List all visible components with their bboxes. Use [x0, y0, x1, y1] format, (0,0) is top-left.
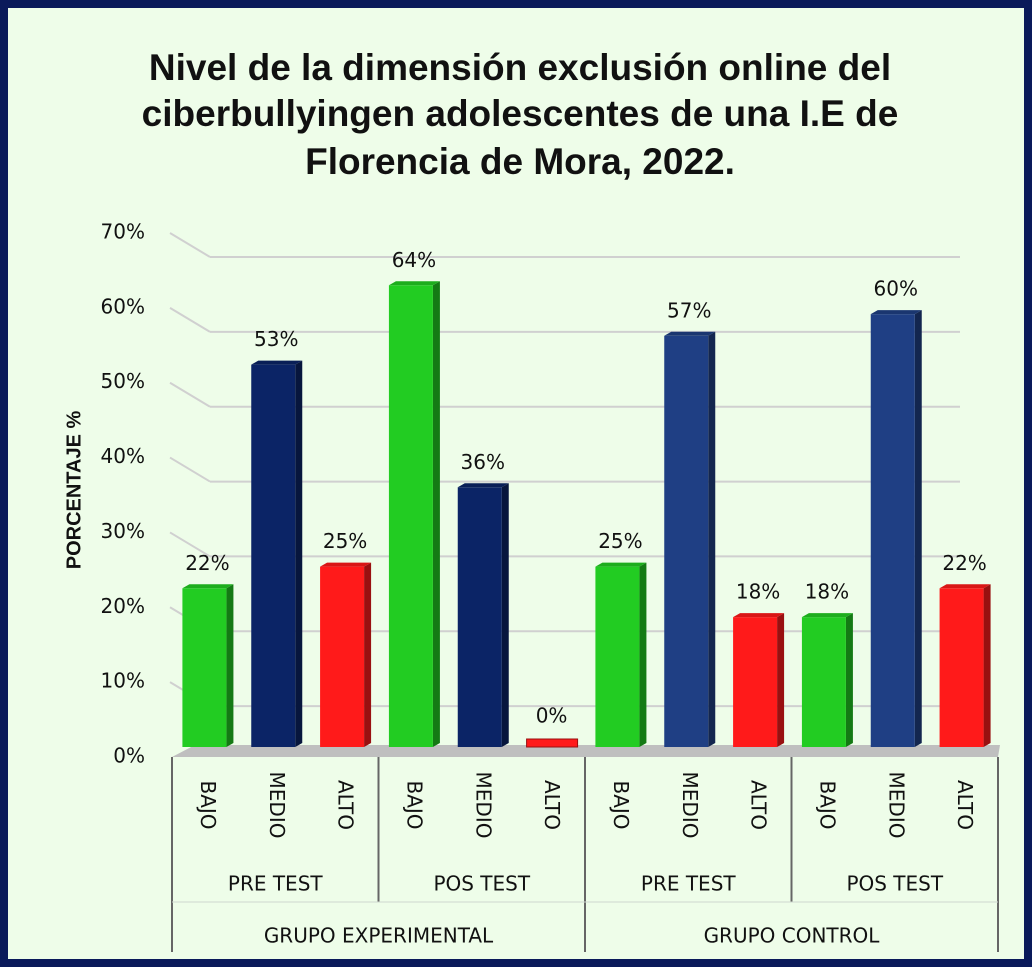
bar — [733, 617, 778, 747]
bar-top — [182, 584, 234, 589]
bar-side — [295, 360, 303, 747]
data-label: 0% — [536, 704, 568, 728]
bar-top — [733, 613, 785, 618]
bar-side — [983, 584, 991, 747]
bar — [526, 738, 579, 748]
x-tick-label: ALTO — [334, 780, 358, 830]
y-tick-label: 20% — [101, 594, 145, 618]
x-tick-label: BAJO — [402, 780, 426, 829]
bar — [182, 588, 227, 747]
x-tick-label: MEDIO — [471, 772, 495, 839]
grid-line — [169, 531, 211, 558]
grid-line — [169, 456, 211, 483]
bar — [939, 588, 984, 747]
bar — [801, 617, 846, 747]
data-label: 60% — [874, 277, 918, 301]
bar-top — [388, 281, 440, 286]
y-tick-label: 30% — [101, 519, 145, 543]
x-tick-label: ALTO — [747, 780, 771, 830]
bar-side — [639, 562, 647, 747]
chart-title: ciberbullyingen adolescentes de una I.E … — [142, 93, 899, 134]
data-label: 22% — [185, 551, 229, 575]
y-tick-label: 50% — [101, 369, 145, 393]
data-label: 25% — [323, 529, 367, 553]
bar-side — [432, 281, 440, 747]
group-label: GRUPO EXPERIMENTAL — [264, 924, 494, 948]
data-label: 18% — [736, 580, 780, 604]
bar-top — [801, 613, 853, 618]
x-tick-label: MEDIO — [678, 772, 702, 839]
data-label: 53% — [254, 327, 298, 351]
chart-title: Nivel de la dimensión exclusión online d… — [149, 47, 891, 88]
y-tick-label: 10% — [101, 669, 145, 693]
bar-side — [226, 584, 234, 747]
subgroup-label: POS TEST — [433, 872, 530, 896]
x-tick-label: BAJO — [196, 780, 220, 829]
grid-line — [169, 232, 211, 258]
grid-line — [169, 381, 211, 408]
y-tick-label: 60% — [101, 294, 145, 318]
subgroup-label: PRE TEST — [641, 872, 737, 896]
chart-title: Florencia de Mora, 2022. — [305, 141, 735, 182]
bar — [457, 487, 502, 747]
data-label: 57% — [667, 298, 711, 322]
x-tick-label: BAJO — [609, 780, 633, 829]
bar — [251, 364, 296, 747]
bar-side — [501, 483, 509, 747]
bar — [595, 566, 640, 747]
subgroup-label: POS TEST — [846, 872, 943, 896]
bar — [320, 566, 365, 747]
subgroup-label: PRE TEST — [228, 872, 324, 896]
bar-side — [364, 562, 372, 747]
bar-side — [708, 331, 716, 747]
bar — [870, 314, 915, 747]
data-label: 25% — [598, 529, 642, 553]
data-label: 22% — [942, 551, 986, 575]
bar-top — [870, 310, 922, 315]
bar — [664, 335, 709, 747]
x-tick-label: ALTO — [953, 780, 977, 830]
floor — [172, 745, 1000, 757]
bar-top — [251, 360, 303, 365]
group-label: GRUPO CONTROL — [704, 924, 881, 948]
x-tick-label: MEDIO — [265, 772, 289, 839]
grid-line — [169, 306, 211, 333]
bar-top — [664, 331, 716, 336]
bar-side — [914, 310, 922, 747]
bar-top — [457, 483, 509, 488]
bar — [388, 285, 433, 747]
bar-top — [939, 584, 991, 589]
x-tick-label: BAJO — [815, 780, 839, 829]
bar-top — [595, 562, 647, 567]
data-label: 64% — [392, 248, 436, 272]
bar-side — [777, 613, 785, 747]
data-label: 18% — [805, 580, 849, 604]
bar-side — [845, 613, 853, 747]
bar-top — [320, 562, 372, 567]
data-label: 36% — [461, 450, 505, 474]
y-tick-label: 40% — [101, 444, 145, 468]
y-tick-label: 0% — [113, 744, 145, 768]
y-tick-label: 70% — [101, 220, 145, 244]
y-axis-label: PORCENTAJE % — [63, 411, 85, 570]
x-tick-label: MEDIO — [884, 772, 908, 839]
x-tick-label: ALTO — [540, 780, 564, 830]
